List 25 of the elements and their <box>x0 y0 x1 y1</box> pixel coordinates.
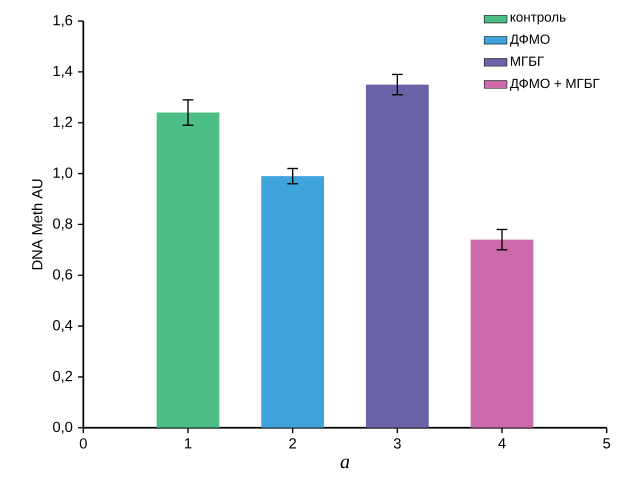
y-axis-title: DNA Meth AU <box>32 180 42 270</box>
y-tick-label: 1,6 <box>54 15 72 28</box>
x-tick-label: 0 <box>80 438 87 449</box>
y-tick-label: 1,0 <box>54 168 72 180</box>
y-tick-label: 0,0 <box>53 422 72 434</box>
legend-label: МГБГ <box>510 56 544 66</box>
y-tick-label: 0,2 <box>53 370 72 383</box>
legend-label: ДФМО <box>510 34 550 46</box>
legend-label: ДФМО + МГБГ <box>510 78 600 91</box>
legend-label: контроль <box>510 14 566 24</box>
bar <box>261 176 324 428</box>
y-tick-label: 0,6 <box>53 269 72 282</box>
bar <box>470 240 534 428</box>
y-tick-label: 1,2 <box>54 116 72 129</box>
bar <box>366 84 429 428</box>
x-tick-label: 1 <box>185 438 192 448</box>
x-tick-label: 2 <box>289 438 296 448</box>
x-tick-label: 3 <box>394 438 401 449</box>
y-tick-label: 0,8 <box>53 218 72 230</box>
x-axis-title: a <box>340 458 350 468</box>
y-tick-label: 1,4 <box>54 66 72 78</box>
x-tick-label: 4 <box>498 438 506 448</box>
x-tick-label: 5 <box>603 438 610 448</box>
y-tick-label: 0,4 <box>53 320 72 332</box>
bar <box>156 112 220 428</box>
